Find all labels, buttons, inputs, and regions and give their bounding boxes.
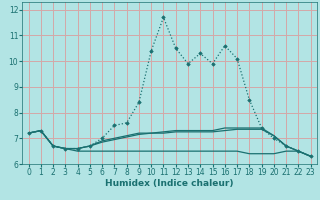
X-axis label: Humidex (Indice chaleur): Humidex (Indice chaleur): [105, 179, 234, 188]
